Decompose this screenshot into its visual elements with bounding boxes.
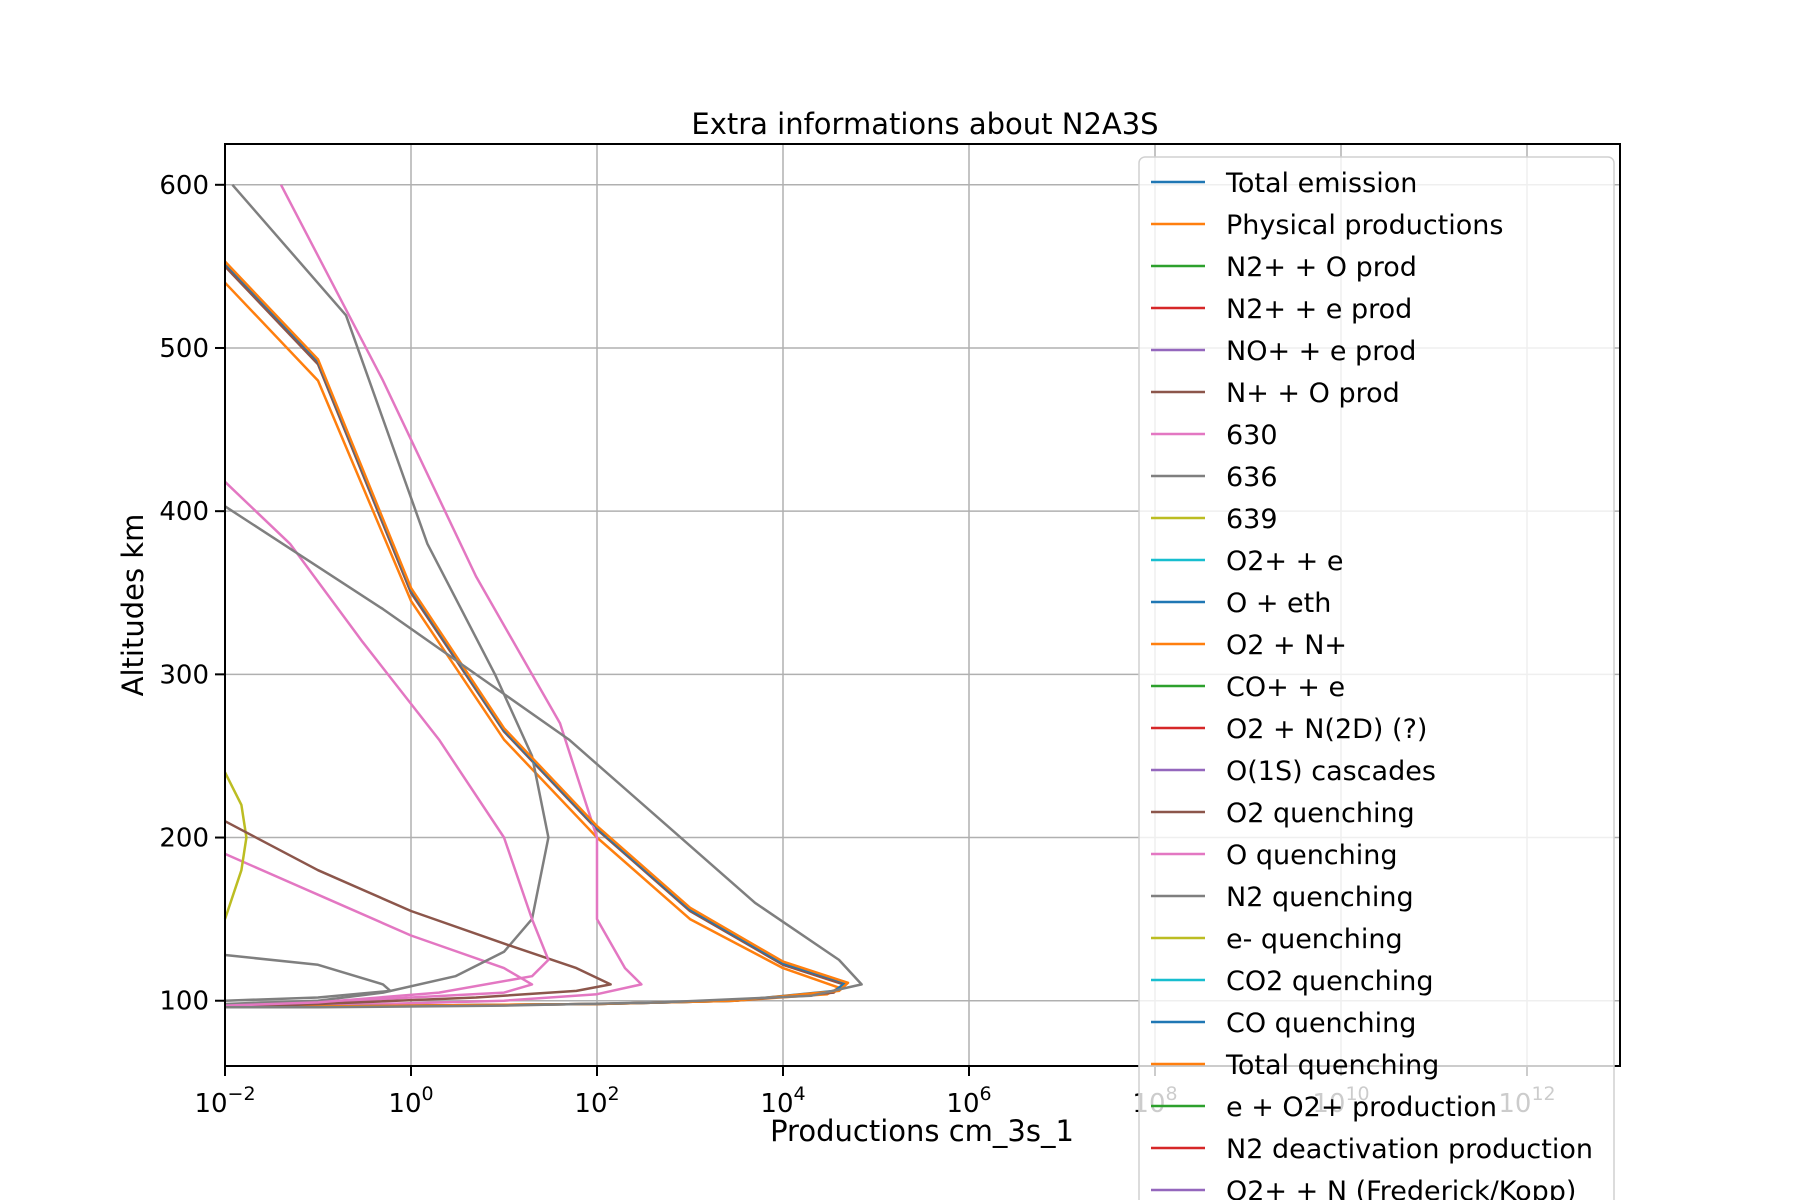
series-line: [224, 183, 550, 1006]
y-tick-label: 300: [159, 660, 209, 690]
x-tick-label: 106: [946, 1083, 991, 1119]
y-tick-label: 400: [159, 497, 209, 527]
legend-label: O2+ + N (Frederick/Kopp): [1226, 1176, 1576, 1200]
legend-label: 636: [1226, 462, 1278, 493]
legend-label: e + O2+ production: [1226, 1092, 1497, 1123]
series-line: [224, 480, 550, 1007]
y-tick-label: 500: [159, 334, 209, 364]
legend-label: O(1S) cascades: [1226, 756, 1436, 787]
y-tick-label: 600: [159, 171, 209, 201]
x-tick-exponent: 2: [608, 1083, 620, 1105]
x-tick-exponent: 0: [422, 1083, 434, 1105]
legend-label: 639: [1226, 504, 1278, 535]
legend-box: [1138, 156, 1615, 1200]
legend-label: Total quenching: [1225, 1050, 1439, 1081]
legend-label: N2+ + e prod: [1226, 294, 1412, 325]
legend-label: CO+ + e: [1226, 672, 1345, 703]
legend: Total emission Physical productions N2+ + …: [1138, 156, 1615, 1200]
legend-label: O quenching: [1226, 840, 1398, 871]
legend-label: N2 quenching: [1226, 882, 1414, 913]
legend-label: 630: [1226, 420, 1278, 451]
x-tick-base: 10: [946, 1089, 979, 1119]
y-tick-label: 200: [159, 824, 209, 854]
legend-label: NO+ + e prod: [1226, 336, 1416, 367]
x-tick-base: 10: [388, 1089, 421, 1119]
legend-label: N2+ + O prod: [1226, 252, 1417, 283]
x-tick-exponent: −2: [228, 1083, 256, 1105]
y-tick-label: 100: [159, 987, 209, 1017]
x-tick-label: 104: [760, 1083, 805, 1119]
legend-label: e- quenching: [1226, 924, 1403, 955]
series-line: [224, 281, 841, 1009]
x-tick-base: 10: [194, 1089, 227, 1119]
legend-label: CO2 quenching: [1226, 966, 1434, 997]
x-tick-label: 102: [574, 1083, 619, 1119]
x-tick-label: 100: [388, 1083, 433, 1119]
legend-label: O2 + N+: [1226, 630, 1347, 661]
legend-label: O2+ + e: [1226, 546, 1343, 577]
legend-label: O2 quenching: [1226, 798, 1415, 829]
plot-frame: [224, 143, 1621, 1067]
series-line: [224, 505, 863, 1009]
plot-lines: [223, 183, 863, 1009]
legend-label: O + eth: [1226, 588, 1331, 619]
series-line: [223, 771, 248, 920]
x-tick-exponent: 6: [980, 1083, 992, 1105]
x-tick-base: 10: [760, 1089, 793, 1119]
series-line: [224, 953, 392, 1002]
series-line: [224, 184, 643, 1009]
y-axis-label: Altitudes km: [116, 514, 150, 697]
series-line: [224, 820, 612, 1009]
legend-label: O2 + N(2D) (?): [1226, 714, 1427, 745]
legend-label: CO quenching: [1226, 1008, 1416, 1039]
legend-label: Physical productions: [1226, 210, 1503, 241]
legend-label: N2 deactivation production: [1226, 1134, 1593, 1165]
x-tick-base: 10: [574, 1089, 607, 1119]
legend-label: Total emission: [1225, 168, 1417, 199]
legend-label: N+ + O prod: [1226, 378, 1400, 409]
series-line: [224, 265, 845, 1009]
x-tick-exponent: 4: [794, 1083, 806, 1105]
chart-title: Extra informations about N2A3S: [691, 107, 1158, 141]
x-tick-label: 10−2: [194, 1083, 255, 1119]
x-axis-label: Productions cm_3s_1: [770, 1114, 1074, 1148]
